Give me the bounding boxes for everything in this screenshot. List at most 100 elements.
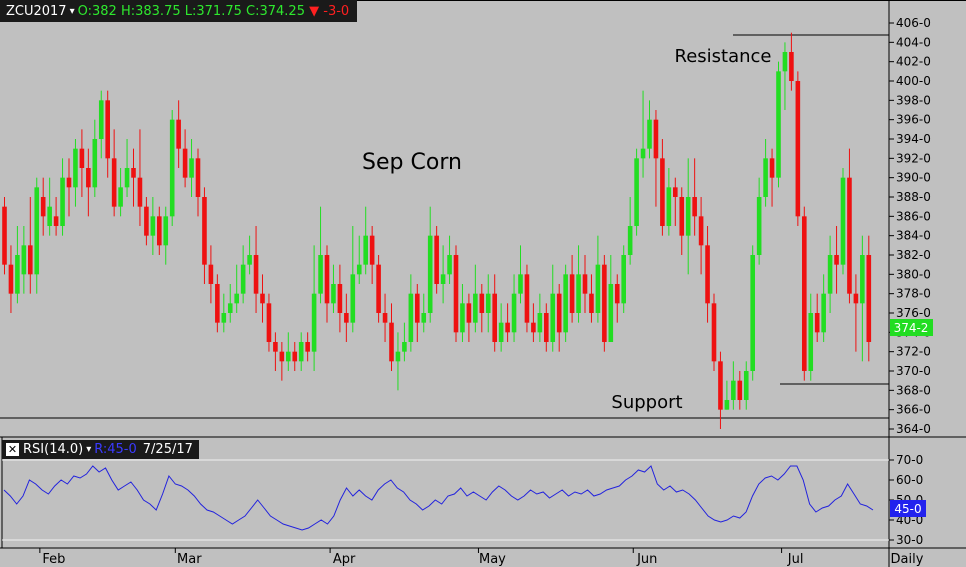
candle-up [724,400,730,410]
candle-up [498,322,504,342]
candle-up [827,255,833,294]
candle-down [266,303,272,342]
candle-up [756,197,762,255]
price-tick-label: 382-0 [896,248,931,262]
candle-up [634,158,639,226]
x-tick-label: Feb [42,552,65,567]
rsi-tick-label: 70-0 [896,453,923,467]
candle-down [531,322,536,333]
x-tick-label: Apr [333,552,356,567]
price-y-axis: 406-0 404-0 402-0 400-0 398-0 396-0 394-0 392-0… [889,16,931,436]
candle-down [698,216,704,246]
candle-down [344,313,349,323]
candle-down [524,274,530,323]
last-price-tag: 374-2 [890,319,933,336]
candle-up [150,216,156,236]
price-tick-label: 372-0 [896,345,931,359]
candle-down [111,158,117,207]
candle-up [550,293,556,342]
candle-up [808,313,814,371]
candle-down [789,52,794,81]
change-value: -3-0 [323,3,350,19]
x-tick-label: Mar [177,552,202,567]
low-value: L:371.75 [184,3,242,19]
candle-down [2,206,7,265]
price-tick-label: 392-0 [896,151,931,165]
candle-up [518,274,523,294]
price-tick-label: 368-0 [896,383,931,397]
candle-down [273,342,278,352]
rsi-tick-label: 60-0 [896,473,923,487]
chevron-down-icon[interactable]: ▾ [86,444,92,455]
candle-up [221,313,227,323]
candle-up [860,255,865,304]
candle-down [195,158,201,197]
candle-down [337,284,343,313]
candle-down [66,177,72,188]
candle-down [556,293,562,333]
chevron-down-icon[interactable]: ▾ [69,5,75,17]
price-tick-label: 380-0 [896,267,931,281]
candle-down [479,293,485,313]
resistance-annotation: Resistance [675,46,772,67]
candle-down [466,303,472,323]
candle-up [356,264,362,275]
price-tick-label: 398-0 [896,93,931,107]
candle-down [176,119,181,149]
x-tick-label: Jul [787,552,804,567]
candle-up [227,303,233,313]
rsi-header-bar[interactable]: ✕ RSI(14.0) ▾ R:45-0 7/25/17 [2,440,199,459]
price-header-bar[interactable]: ZCU2017 ▾ O:382 H:383.75 L:371.75 C:374.… [0,0,358,22]
open-value: O:382 [77,3,117,19]
candle-up [821,293,826,333]
candle-up [395,351,401,362]
candle-up [763,158,768,197]
candle-up [234,293,239,304]
candle-down [8,264,14,294]
candle-down [157,216,162,246]
svg-text:45-0: 45-0 [894,502,921,516]
candle-down [137,177,143,207]
candle-up [286,351,291,362]
candle-down [802,216,807,371]
candle-down [544,313,549,342]
candle-down [602,264,607,342]
candle-up [427,235,433,313]
candle-down [589,293,594,313]
price-tick-label: 394-0 [896,132,931,146]
candle-down [582,274,588,294]
price-tick-label: 396-0 [896,113,931,127]
down-arrow-icon: ▼ [309,3,320,19]
candle-down [144,206,149,236]
candle-down [279,351,285,362]
price-tick-label: 400-0 [896,74,931,88]
price-tick-label: 370-0 [896,364,931,378]
candle-up [440,274,446,284]
candle-down [569,274,575,313]
candle-down [692,197,697,217]
candle-up [685,197,691,236]
candle-down [660,158,665,226]
candle-down [105,100,110,159]
candle-down [434,235,439,284]
candle-down [614,284,620,304]
rsi-study-label: RSI(14.0) [23,442,84,457]
candle-down [705,245,710,304]
candle-down [382,313,388,323]
candlestick-series [2,32,872,429]
candle-down [28,245,33,275]
candle-up [240,264,246,294]
candle-down [737,380,743,400]
price-tick-label: 364-0 [896,422,931,436]
candle-down [814,313,820,333]
candle-up [98,100,104,139]
candle-up [60,177,65,226]
candle-down [182,148,188,178]
candle-up [473,293,478,323]
close-icon[interactable]: ✕ [6,443,19,456]
candle-up [627,226,633,255]
candle-up [776,71,781,178]
candle-up [163,216,169,246]
rsi-line [3,465,874,531]
candle-up [647,119,652,149]
